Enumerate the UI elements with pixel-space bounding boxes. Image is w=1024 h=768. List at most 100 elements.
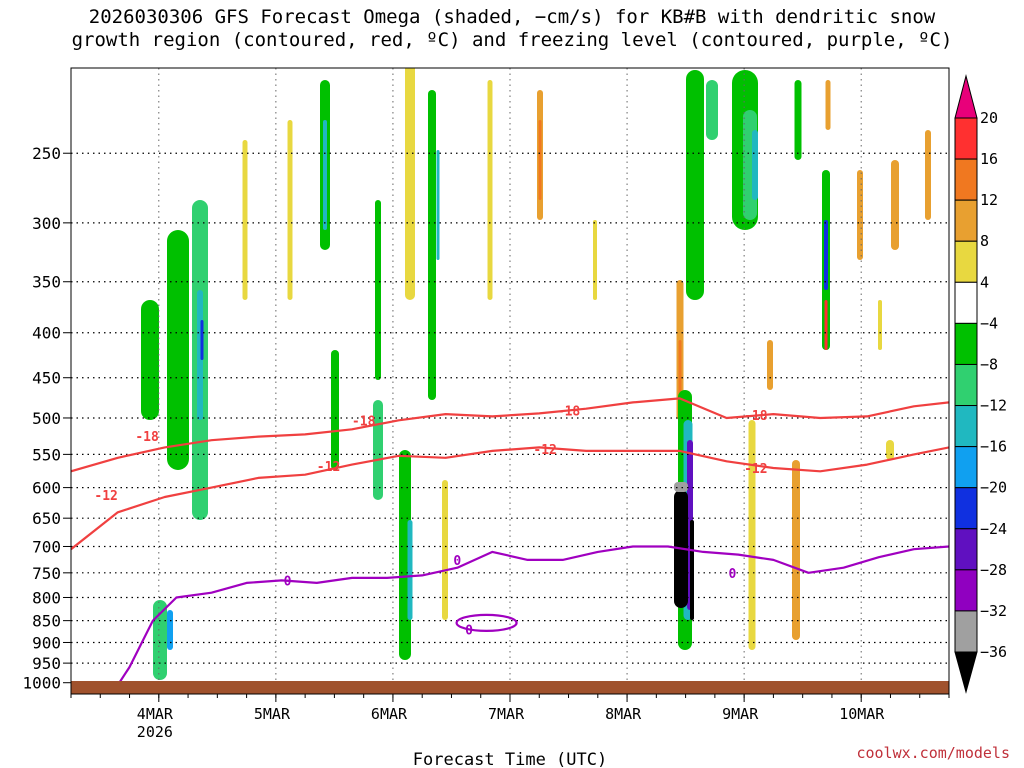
omega-shade-patch: [857, 170, 863, 260]
pressure-tick-label: 750: [32, 564, 61, 583]
pressure-tick-label: 800: [32, 588, 61, 607]
x-axis-label: Forecast Time (UTC): [413, 750, 607, 768]
colorbar-label: 16: [980, 150, 998, 168]
chart-title: 2026030306 GFS Forecast Omega (shaded, −…: [0, 6, 1024, 52]
omega-shade-patch: [442, 480, 448, 620]
omega-shade-patch: [407, 520, 413, 620]
terrain-layer: [71, 681, 949, 694]
omega-shade-patch: [331, 350, 339, 470]
omega-shade-patch: [825, 80, 831, 130]
contour-label: -18: [135, 430, 159, 445]
pressure-tick-label: 300: [32, 214, 61, 233]
omega-shade-patch: [824, 300, 828, 350]
omega-shade-patch: [141, 300, 159, 420]
omega-shade-patch: [153, 600, 167, 680]
colorbar-segment: [954, 487, 978, 530]
colorbar-segment: [954, 322, 978, 365]
colorbar-label: −12: [980, 397, 1007, 415]
title-line-1: 2026030306 GFS Forecast Omega (shaded, −…: [88, 6, 936, 28]
time-tick-label: 7MAR: [488, 705, 525, 723]
colorbar-segment: [954, 528, 978, 571]
pressure-tick-label: 700: [32, 537, 61, 556]
colorbar-label: −8: [980, 355, 998, 373]
pressure-tick-label: 600: [32, 479, 61, 498]
freezing-level-closed-contour: [455, 613, 518, 632]
omega-shade-patch: [538, 120, 542, 200]
colorbar-label: 20: [980, 109, 998, 127]
colorbar-label: −24: [980, 520, 1007, 538]
contour-layer: -18 -18 -18 -18 -12 -12 -12 -12 0 0 0 0: [71, 397, 949, 694]
omega-shade-patch: [674, 482, 688, 492]
omega-shade-patch: [428, 90, 436, 400]
title-line-2: growth region (contoured, red, ºC) and f…: [71, 29, 953, 51]
omega-shade-patch: [752, 130, 758, 200]
colorbar-bottom-arrow: [954, 651, 978, 694]
omega-shade-patch: [405, 68, 415, 300]
contour-label: 0: [453, 554, 461, 569]
pressure-tick-label: 850: [32, 612, 61, 631]
contour-label: -12: [317, 460, 340, 475]
omega-shade-patch: [792, 460, 800, 640]
omega-shade-patch: [886, 440, 894, 460]
omega-shade-patch: [323, 120, 327, 230]
omega-shade-patch: [925, 130, 931, 220]
omega-shade-patch: [200, 320, 204, 360]
contour-label: -18: [352, 414, 376, 429]
colorbar-label: 4: [980, 273, 989, 291]
omega-shade-patch: [686, 70, 704, 300]
time-tick-label: 5MAR: [254, 705, 291, 723]
colorbar-label: −32: [980, 602, 1007, 620]
colorbar-segment: [954, 569, 978, 612]
pressure-tick-label: 550: [32, 445, 61, 464]
omega-shade-patch: [375, 200, 381, 380]
time-tick-label: 10MAR: [839, 705, 885, 723]
omega-shade-patch: [878, 300, 882, 350]
year-label: 2026: [137, 723, 173, 741]
contour-line-freezing-0: [111, 545, 949, 694]
colorbar-top-arrow: [954, 74, 978, 119]
pressure-tick-label: 950: [32, 654, 61, 673]
pressure-tick-label: 450: [32, 369, 61, 388]
pressure-tick-label: 400: [32, 324, 61, 343]
omega-shade-patch: [706, 80, 718, 140]
contour-line-dendritic-12: [71, 446, 949, 551]
omega-shade-patch: [593, 220, 597, 300]
colorbar-segment: [954, 240, 978, 283]
colorbar-label: 8: [980, 232, 989, 250]
omega-shade-patch: [748, 420, 756, 650]
contour-label: -12: [533, 443, 556, 458]
time-tick-label: 6MAR: [371, 705, 408, 723]
colorbar-segment: [954, 610, 978, 653]
colorbar-segment: [954, 446, 978, 489]
colorbar-segment: [954, 363, 978, 407]
colorbar-segment: [954, 158, 978, 201]
pressure-tick-label: 650: [32, 509, 61, 528]
colorbar-segment: [954, 405, 978, 448]
omega-shade-patch: [242, 140, 248, 300]
colorbar-segment: [954, 117, 978, 160]
omega-shade-patch: [487, 80, 493, 300]
omega-shade-patch: [678, 340, 682, 400]
credit-text: coolwx.com/models: [856, 744, 1010, 762]
omega-shading-layer: [141, 68, 931, 680]
contour-line-dendritic-18: [71, 397, 949, 473]
contour-label: -18: [557, 404, 581, 419]
colorbar-label: −16: [980, 438, 1007, 456]
terrain-surface: [71, 681, 949, 694]
contour-label: 0: [465, 624, 473, 639]
omega-shade-patch: [167, 230, 189, 470]
contour-label: 0: [729, 567, 737, 582]
plot-area: [71, 68, 949, 694]
contour-label: 0: [284, 574, 292, 589]
omega-shade-patch: [167, 610, 173, 650]
colorbar-label: −28: [980, 561, 1007, 579]
colorbar-label: −4: [980, 314, 998, 332]
pressure-tick-label: 1000: [22, 674, 61, 693]
pressure-tick-label: 500: [32, 409, 61, 428]
pressure-tick-label: 350: [32, 273, 61, 292]
omega-shade-patch: [824, 220, 828, 290]
omega-shade-patch: [436, 150, 440, 260]
time-tick-label: 8MAR: [605, 705, 642, 723]
time-tick-label: 4MAR: [137, 705, 174, 723]
